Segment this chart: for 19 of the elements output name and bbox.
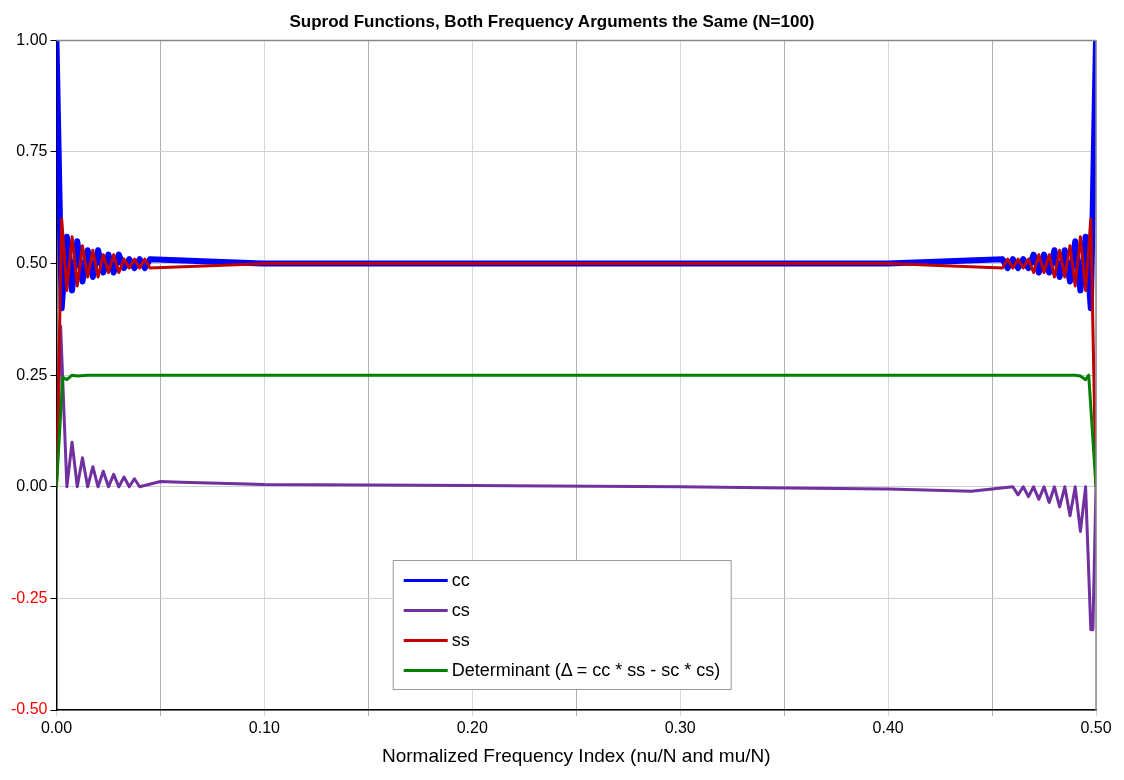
x-tick-label: 0.50: [1080, 719, 1112, 737]
y-tick-label: 1.00: [16, 30, 48, 48]
x-tick-label: 0.30: [664, 719, 696, 737]
y-tick-label: 0.00: [16, 477, 48, 495]
legend-label: cc: [451, 569, 470, 591]
y-tick-label: -0.25: [11, 588, 48, 606]
x-tick-label: 0.40: [872, 719, 904, 737]
chart-title: Suprod Functions, Both Frequency Arguments the Same (N=100): [289, 11, 815, 31]
y-tick-label: 0.25: [16, 365, 48, 383]
x-axis-title: Normalized Frequency Index (nu/N and mu/N): [381, 744, 771, 766]
y-tick-label: 0.75: [16, 142, 48, 160]
legend-label: ss: [451, 629, 470, 651]
x-tick-label: 0.00: [40, 719, 73, 737]
x-tick-label: 0.10: [248, 719, 281, 737]
y-tick-label: 0.50: [16, 254, 48, 272]
legend-label: Determinant (Δ = cc * ss - sc * cs): [451, 659, 721, 681]
y-tick-label: -0.50: [11, 700, 48, 718]
legend-label: cs: [451, 599, 470, 621]
x-tick-label: 0.20: [456, 719, 488, 737]
